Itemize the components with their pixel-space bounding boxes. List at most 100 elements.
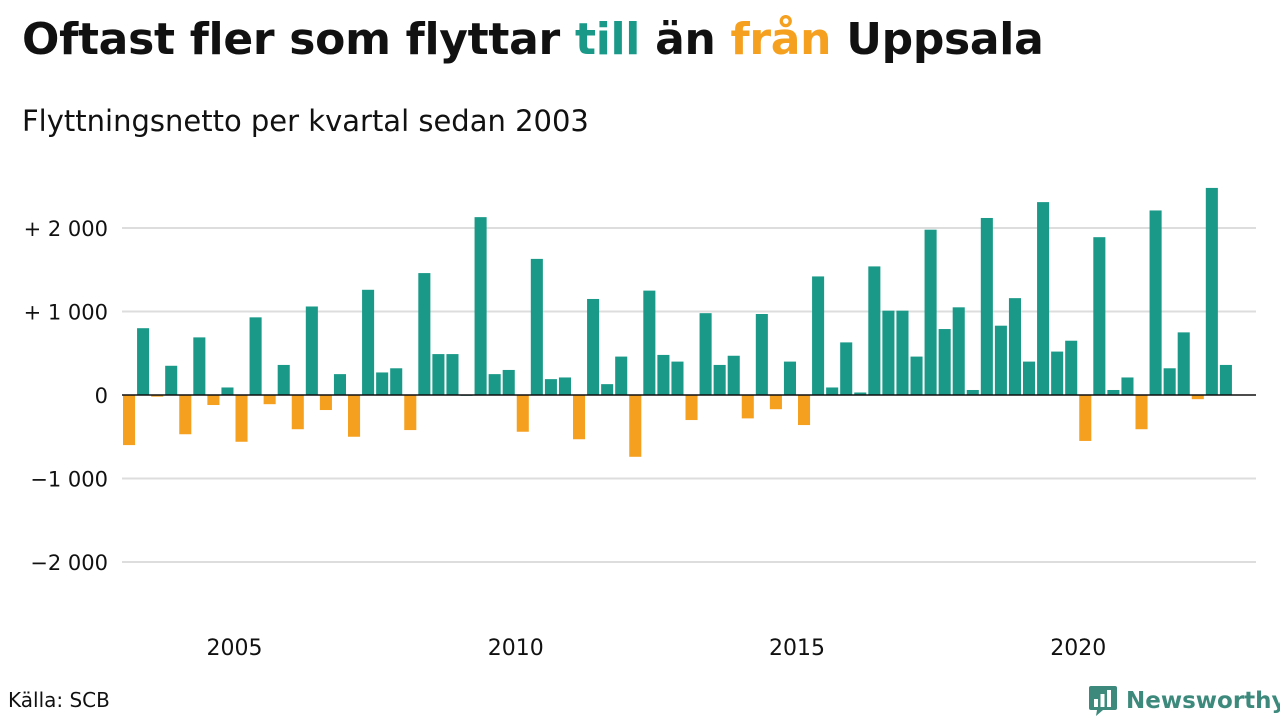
bar <box>348 395 361 437</box>
bar <box>263 395 276 405</box>
bar <box>952 307 965 395</box>
bars <box>123 187 1232 457</box>
bar <box>629 395 642 457</box>
bar <box>221 387 234 395</box>
bar <box>418 273 431 395</box>
title-part: från <box>730 14 832 65</box>
bar <box>277 364 290 395</box>
bar <box>432 354 445 395</box>
bar <box>235 395 248 442</box>
bar <box>924 229 937 395</box>
x-tick-label: 2020 <box>1050 636 1106 661</box>
gridlines <box>122 227 1256 563</box>
bar <box>376 372 389 395</box>
y-tick-label: + 1 000 <box>24 301 108 325</box>
brand-name: Newsworthy <box>1126 688 1280 714</box>
bar <box>249 317 262 395</box>
bar <box>390 368 403 395</box>
bar <box>1023 361 1036 395</box>
title-part: Oftast fler som flyttar <box>22 14 575 65</box>
bar <box>713 364 726 395</box>
bar-chart: + 2 000 + 1 000 0 −1 000 −2 000 2005 2010 2015 2… <box>24 187 1256 661</box>
bar <box>193 337 206 395</box>
bar <box>1093 237 1106 395</box>
bar <box>769 395 782 410</box>
bar <box>137 328 150 395</box>
y-tick-label: + 2 000 <box>24 217 108 241</box>
bar <box>854 392 867 395</box>
bar <box>488 374 501 395</box>
bar <box>643 290 656 395</box>
bar <box>1135 395 1148 430</box>
bar <box>657 354 670 395</box>
bar <box>601 384 614 395</box>
bar <box>685 395 698 421</box>
bar <box>615 356 628 395</box>
bar-chart-speech-bubble-icon <box>1089 686 1117 716</box>
bar <box>826 387 839 395</box>
bar <box>1177 332 1190 395</box>
title-part: Uppsala <box>831 14 1044 65</box>
bar <box>1121 377 1134 395</box>
bar <box>1107 389 1120 395</box>
bar <box>319 395 332 411</box>
bar <box>868 266 881 395</box>
bar <box>882 310 895 395</box>
bar <box>1191 395 1204 400</box>
bar <box>587 298 600 395</box>
bar <box>362 289 375 395</box>
bar <box>755 314 768 395</box>
y-tick-label: 0 <box>95 384 108 408</box>
x-tick-label: 2015 <box>769 636 825 661</box>
bar <box>1008 298 1021 395</box>
bar <box>966 389 979 395</box>
bar <box>1065 340 1078 395</box>
bar <box>404 395 417 431</box>
bar <box>840 342 853 395</box>
chart-subtitle: Flyttningsnetto per kvartal sedan 2003 <box>22 104 589 138</box>
bar <box>980 217 993 395</box>
bar <box>1149 210 1162 395</box>
bar <box>1079 395 1092 441</box>
bar <box>783 361 796 395</box>
bar <box>207 395 220 406</box>
bar <box>1205 187 1218 395</box>
bar <box>741 395 754 419</box>
bar <box>896 310 909 395</box>
bar <box>798 395 811 426</box>
title-part: än <box>640 14 731 65</box>
bar <box>727 355 740 395</box>
bar <box>544 379 557 395</box>
brand-logo: Newsworthy <box>1088 684 1280 718</box>
bar <box>474 217 487 395</box>
bar <box>305 306 318 395</box>
bar <box>179 395 192 435</box>
bar <box>994 325 1007 395</box>
bar <box>333 374 346 395</box>
bar <box>910 356 923 395</box>
axes: + 2 000 + 1 000 0 −1 000 −2 000 2005 2010 2015 2… <box>24 217 1256 661</box>
bar <box>573 395 586 440</box>
bar <box>812 276 825 395</box>
bar <box>1163 368 1176 395</box>
bar <box>446 354 459 395</box>
source-note: Källa: SCB <box>8 688 110 712</box>
x-tick-label: 2005 <box>207 636 263 661</box>
bar <box>558 377 571 395</box>
title-part: till <box>574 14 641 65</box>
bar <box>165 365 178 395</box>
bar <box>1219 364 1232 395</box>
bar <box>938 329 951 395</box>
x-tick-label: 2010 <box>488 636 544 661</box>
bar <box>530 258 543 395</box>
chart-title: Oftast fler som flyttar till än från Upp… <box>22 14 1044 65</box>
bar <box>699 313 712 395</box>
bar <box>151 395 164 397</box>
bar <box>671 361 684 395</box>
bar <box>291 395 304 430</box>
bar <box>1037 202 1050 395</box>
bar <box>1051 351 1064 395</box>
y-tick-label: −1 000 <box>30 468 108 492</box>
bar <box>123 395 136 446</box>
bar <box>516 395 529 432</box>
